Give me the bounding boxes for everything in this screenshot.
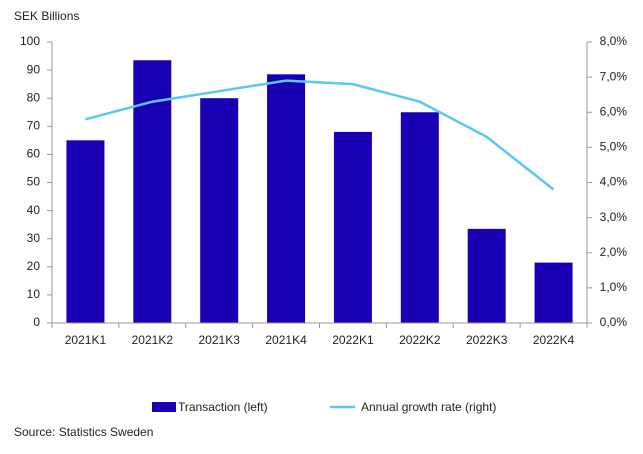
y-tick-label: 80 (27, 90, 41, 104)
x-tick-label: 2022K3 (466, 333, 508, 347)
y-tick-label: 0 (33, 315, 40, 329)
y2-tick-label: 8,0% (600, 34, 628, 48)
source: Source: Statistics Sweden (14, 425, 153, 439)
x-tick-label: 2021K4 (265, 333, 307, 347)
y-tick-label: 50 (27, 175, 41, 189)
y-tick-label: 30 (27, 231, 41, 245)
x-tick-label: 2021K3 (199, 333, 241, 347)
bar (333, 131, 372, 323)
y-tick-label: 60 (27, 147, 41, 161)
line (85, 79, 555, 191)
y-tick-label: 20 (27, 259, 41, 273)
y-tick-label: 100 (20, 34, 40, 48)
y-axis-title: SEK Billions (14, 9, 79, 23)
legend-label: Annual growth rate (right) (361, 400, 496, 414)
y2-tick-label: 7,0% (600, 69, 628, 83)
bar (400, 112, 439, 323)
bar (66, 140, 105, 323)
x-tick-label: 2022K1 (332, 333, 374, 347)
y2-tick-label: 5,0% (600, 140, 628, 154)
bar (534, 262, 573, 323)
bar (267, 74, 306, 323)
y2-tick-label: 4,0% (600, 175, 628, 189)
legend-label: Transaction (left) (178, 400, 268, 414)
y-tick-label: 10 (27, 287, 41, 301)
y-tick-label: 40 (27, 203, 41, 217)
y2-tick-label: 2,0% (600, 245, 628, 259)
bar (467, 228, 506, 323)
y2-tick-label: 1,0% (600, 280, 628, 294)
x-tick-label: 2022K4 (533, 333, 575, 347)
y2-tick-label: 0,0% (600, 315, 628, 329)
x-tick-label: 2021K1 (65, 333, 107, 347)
y-tick-label: 70 (27, 118, 41, 132)
y2-tick-label: 6,0% (600, 104, 628, 118)
legend-swatch (152, 402, 176, 412)
x-tick-label: 2021K2 (132, 333, 174, 347)
y-tick-label: 90 (27, 62, 41, 76)
y2-tick-label: 3,0% (600, 210, 628, 224)
x-tick-label: 2022K2 (399, 333, 441, 347)
bar (200, 98, 239, 323)
